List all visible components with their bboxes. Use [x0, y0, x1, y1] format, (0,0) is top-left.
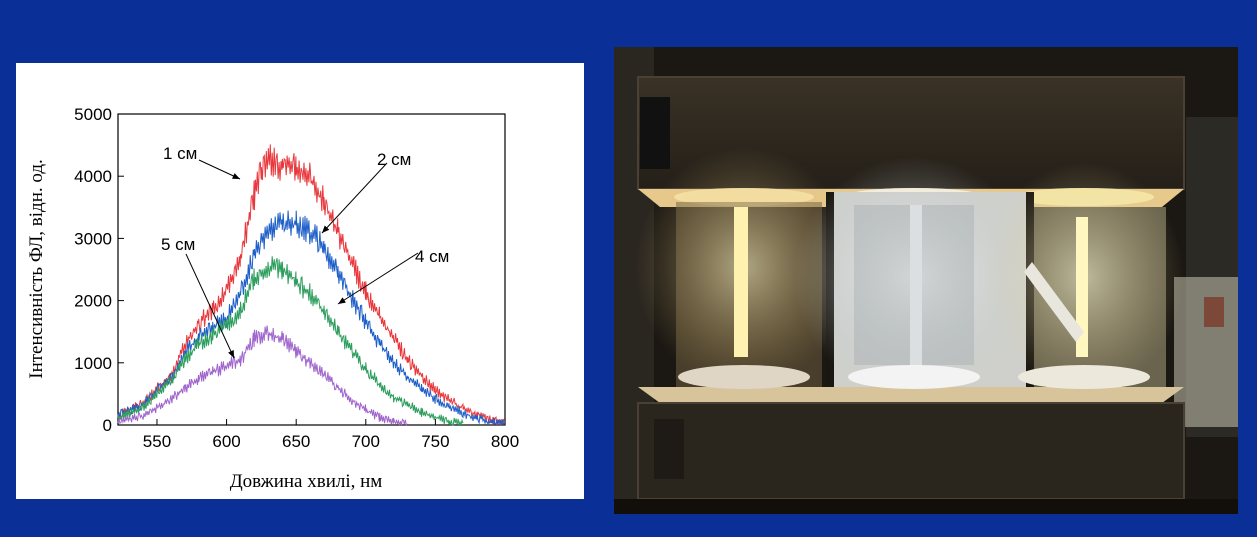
x-tick-label: 800 [491, 432, 519, 451]
annotation-arrowhead-3 [338, 297, 346, 304]
annotation-arrow-2 [321, 162, 388, 234]
x-tick-label: 650 [282, 432, 310, 451]
x-tick-label: 750 [421, 432, 449, 451]
series-line-1 [117, 144, 506, 426]
photo-illustration [614, 47, 1238, 514]
chart-panel: 550 600 650 700 750 800 0 1000 2000 3000 4000 5000 … [16, 63, 584, 499]
x-axis-title: Довжина хвилі, нм [230, 471, 383, 492]
y-tick-label: 5000 [74, 105, 112, 124]
y-tick-label: 2000 [74, 292, 112, 311]
y-axis-title: Інтенсивність ФЛ, відн. од. [26, 159, 47, 379]
annotation-arrow-4 [185, 253, 235, 359]
y-tick-label: 3000 [74, 229, 112, 248]
plot-frame [117, 113, 506, 426]
chart-svg: 550 600 650 700 750 800010002000300040005000 … [26, 105, 519, 492]
led-photo-image [614, 47, 1238, 514]
x-tick-label: 550 [143, 432, 171, 451]
annotation-label-5: 5 см [161, 235, 195, 254]
annotation-arrowhead-2 [322, 225, 330, 233]
annotation-label-2: 2 см [377, 150, 411, 169]
x-tick-label: 700 [352, 432, 380, 451]
annotation-arrow-1 [198, 159, 241, 180]
y-tick-label: 4000 [74, 167, 112, 186]
annotation-arrowhead-1 [232, 173, 240, 179]
annotation-label-1: 1 см [163, 144, 197, 163]
series-line-2 [117, 210, 505, 426]
annotation-arrow-3 [337, 252, 419, 305]
series-line-4 [117, 325, 408, 427]
annotation-label-4: 4 см [415, 247, 449, 266]
annotations: 1 см 2 см 4 см 5 см [161, 144, 449, 359]
x-tick-label: 600 [212, 432, 240, 451]
y-tick-label: 1000 [74, 354, 112, 373]
y-tick-label: 0 [103, 416, 112, 435]
series-line-3 [117, 256, 464, 427]
annotation-arrowhead-4 [228, 350, 234, 358]
